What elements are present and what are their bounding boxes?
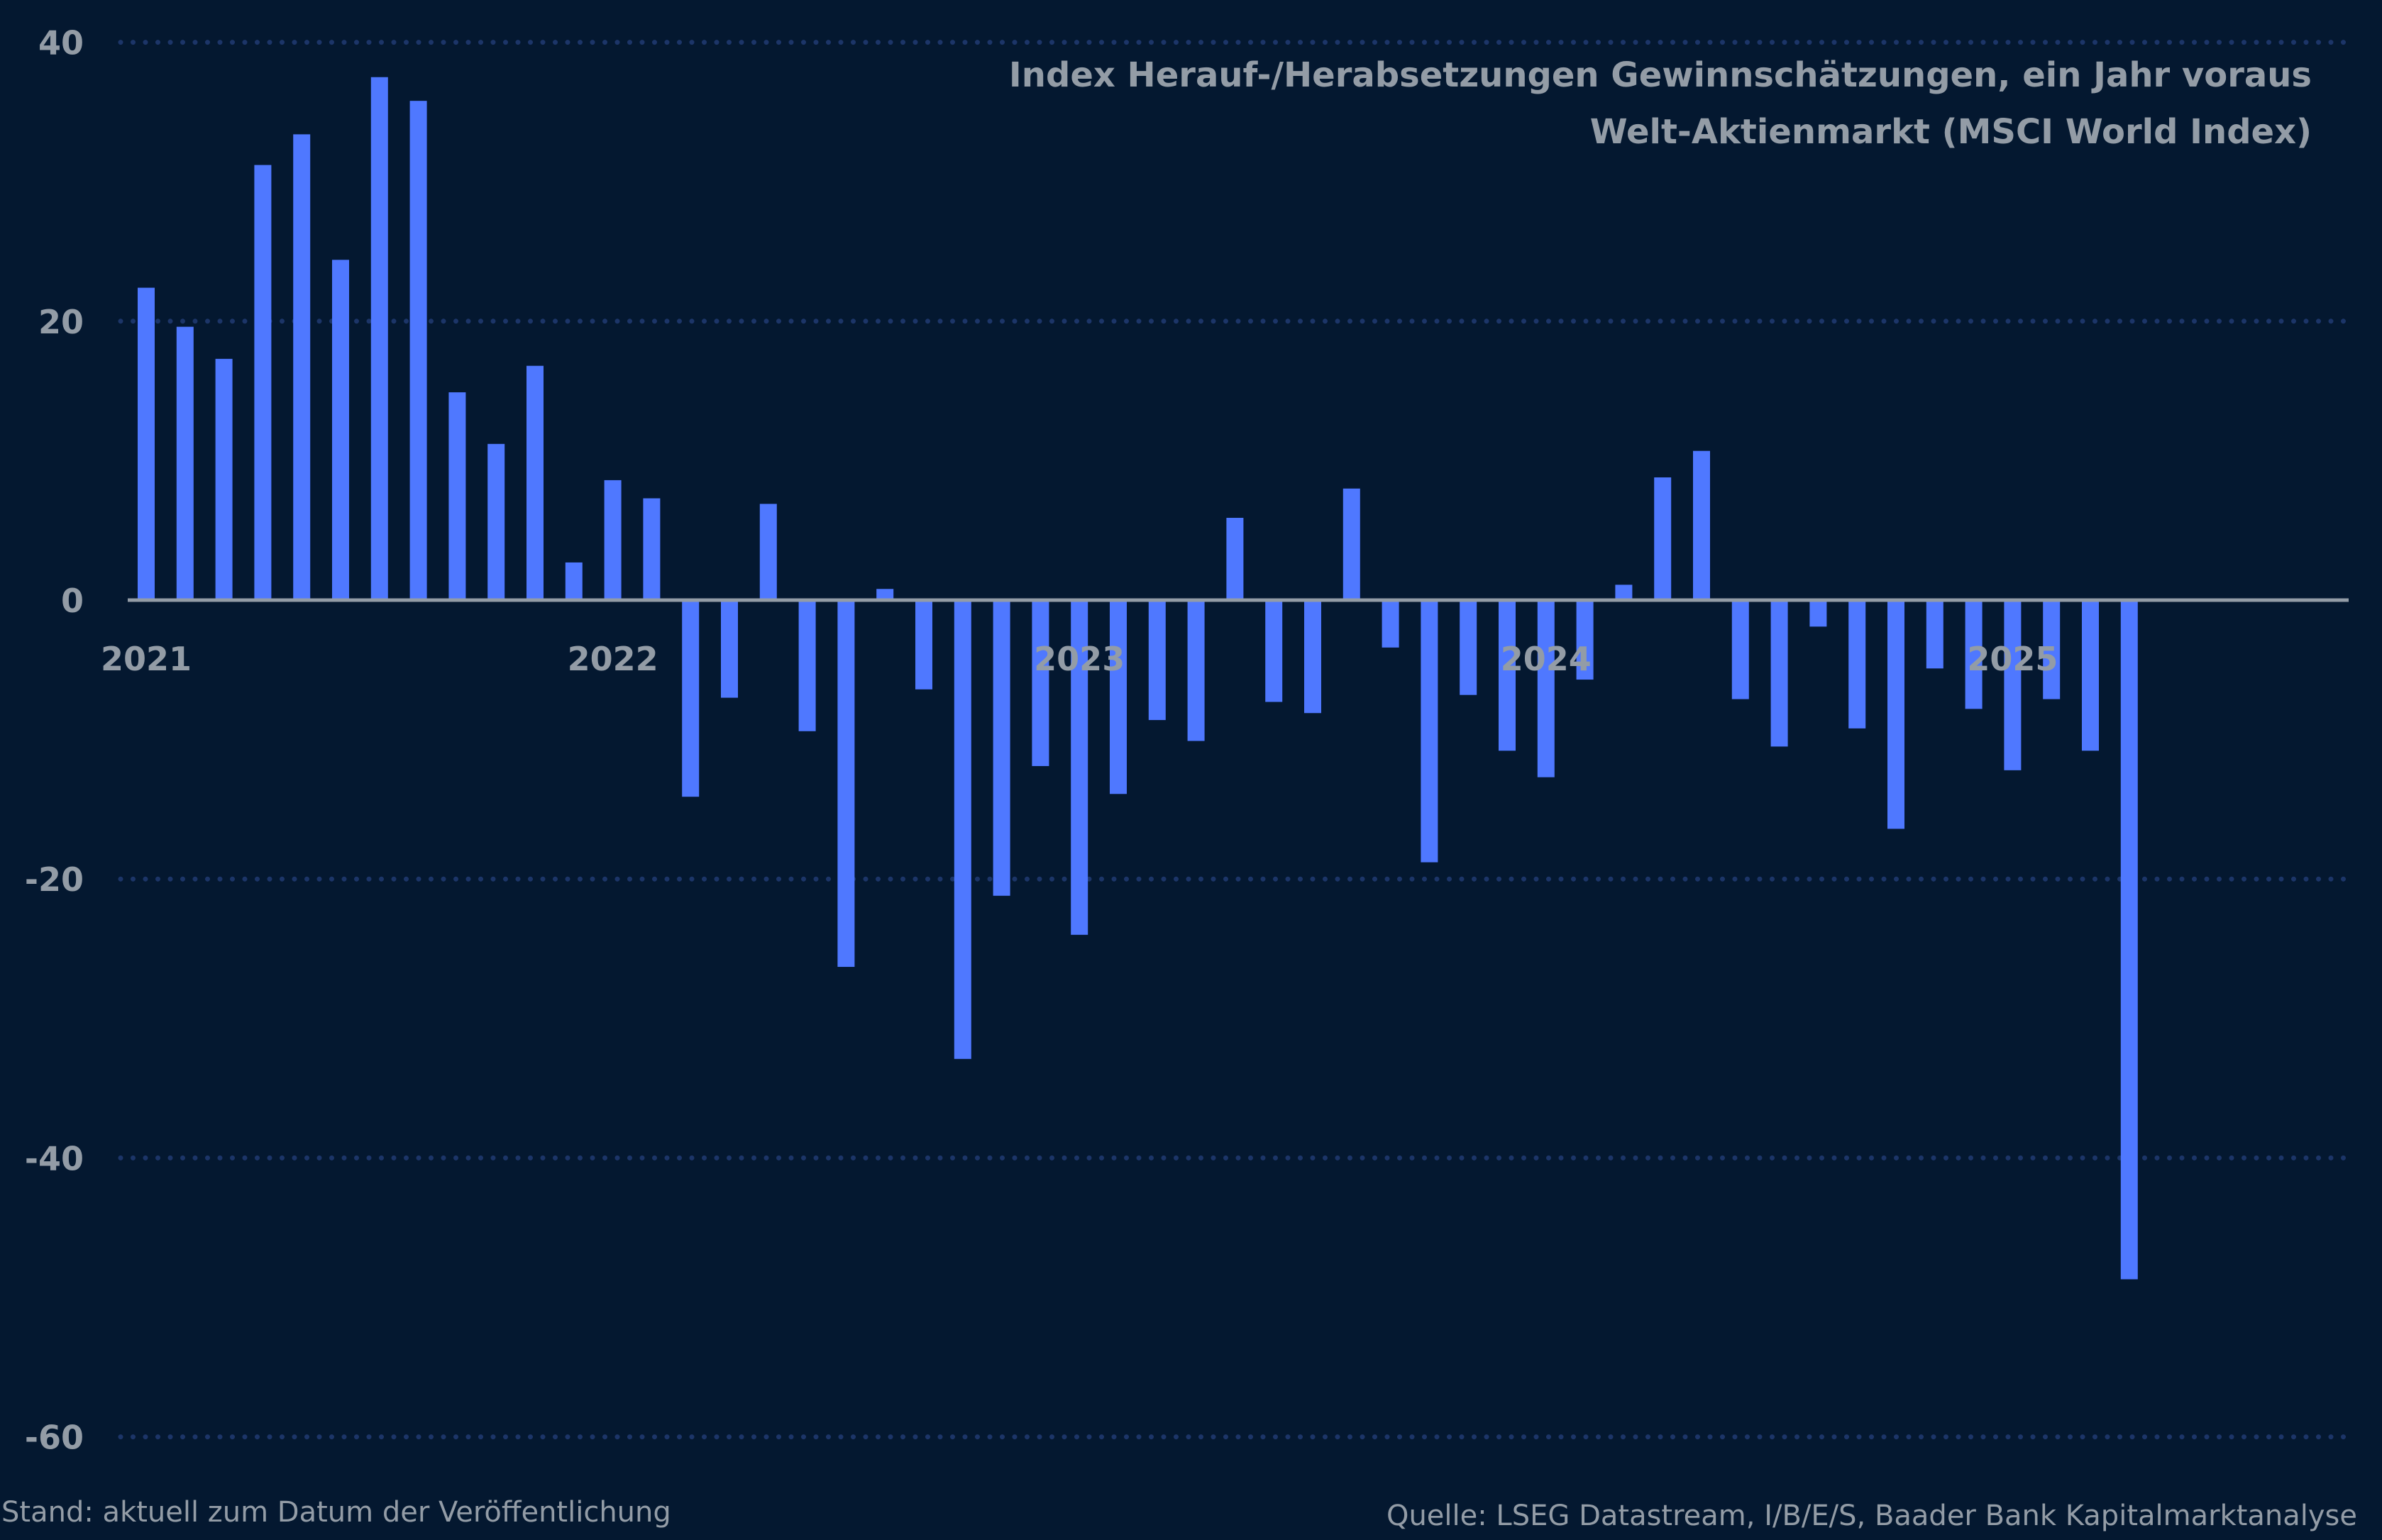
bar xyxy=(2082,600,2099,751)
chart-title-line-1: Index Herauf-/Herabsetzungen Gewinnschät… xyxy=(1009,55,2312,95)
x-axis-ticks: 2021 2022 2023 2024 2025 xyxy=(101,640,2058,678)
bar xyxy=(798,600,816,731)
x-tick-label: 2022 xyxy=(568,640,658,678)
bar xyxy=(1342,488,1360,600)
bar xyxy=(254,165,272,600)
bar xyxy=(1499,600,1516,751)
bar xyxy=(1576,600,1594,680)
bar xyxy=(409,101,427,600)
bar xyxy=(1693,450,1710,600)
bar xyxy=(1071,600,1088,935)
x-tick-label: 2023 xyxy=(1034,640,1125,678)
bar xyxy=(604,480,622,600)
footer-date-note: Stand: aktuell zum Datum der Veröffentli… xyxy=(1,1496,671,1529)
bar xyxy=(1809,600,1827,627)
bar xyxy=(2043,600,2061,699)
bar xyxy=(1887,600,1904,829)
bar xyxy=(759,504,777,600)
bar xyxy=(526,365,544,600)
bar xyxy=(682,600,700,797)
y-tick-label: -20 xyxy=(25,860,84,899)
y-tick-label: -60 xyxy=(25,1419,84,1457)
bar xyxy=(1731,600,1749,699)
bar xyxy=(837,600,855,968)
bar xyxy=(1654,477,1672,600)
bar xyxy=(1460,600,1477,695)
bar xyxy=(293,134,311,600)
bar xyxy=(1537,600,1555,777)
bar xyxy=(332,260,349,600)
gridlines xyxy=(118,40,2351,1440)
bar xyxy=(370,77,388,600)
y-tick-label: 20 xyxy=(38,303,84,341)
bar xyxy=(1226,518,1244,600)
bars xyxy=(138,77,2138,1280)
bar xyxy=(954,600,971,1059)
bar xyxy=(487,443,505,600)
bar xyxy=(1265,600,1283,702)
bar xyxy=(176,326,194,600)
bar xyxy=(721,600,738,698)
bar xyxy=(1032,600,1049,766)
bar xyxy=(1926,600,1943,669)
bar xyxy=(1382,600,1399,648)
x-tick-label: 2024 xyxy=(1501,640,1592,678)
bar xyxy=(1615,585,1633,600)
bar xyxy=(643,498,661,600)
x-tick-label: 2021 xyxy=(101,640,192,678)
y-tick-label: 0 xyxy=(61,582,84,620)
footer-source: Quelle: LSEG Datastream, I/B/E/S, Baader… xyxy=(1386,1500,2357,1532)
bar xyxy=(1148,600,1166,721)
y-tick-label: -40 xyxy=(25,1139,84,1178)
chart-title-line-2: Welt-Aktienmarkt (MSCI World Index) xyxy=(1590,112,2312,152)
y-axis-ticks: 40 20 0 -20 -40 -60 xyxy=(25,24,84,1457)
bar xyxy=(915,600,932,689)
bar xyxy=(1187,600,1205,741)
bar xyxy=(1848,600,1866,729)
bar xyxy=(565,562,583,600)
bar xyxy=(138,287,155,600)
bar xyxy=(1304,600,1321,714)
bar xyxy=(993,600,1010,896)
bar xyxy=(876,589,894,600)
bar xyxy=(1965,600,1983,709)
bar xyxy=(2004,600,2022,770)
y-tick-label: 40 xyxy=(38,24,84,62)
bar xyxy=(2120,600,2138,1280)
bar xyxy=(1770,600,1788,747)
bar xyxy=(448,392,466,600)
x-tick-label: 2025 xyxy=(1967,640,2058,678)
bar xyxy=(1110,600,1127,794)
bar xyxy=(1421,600,1438,863)
bar xyxy=(215,358,233,600)
